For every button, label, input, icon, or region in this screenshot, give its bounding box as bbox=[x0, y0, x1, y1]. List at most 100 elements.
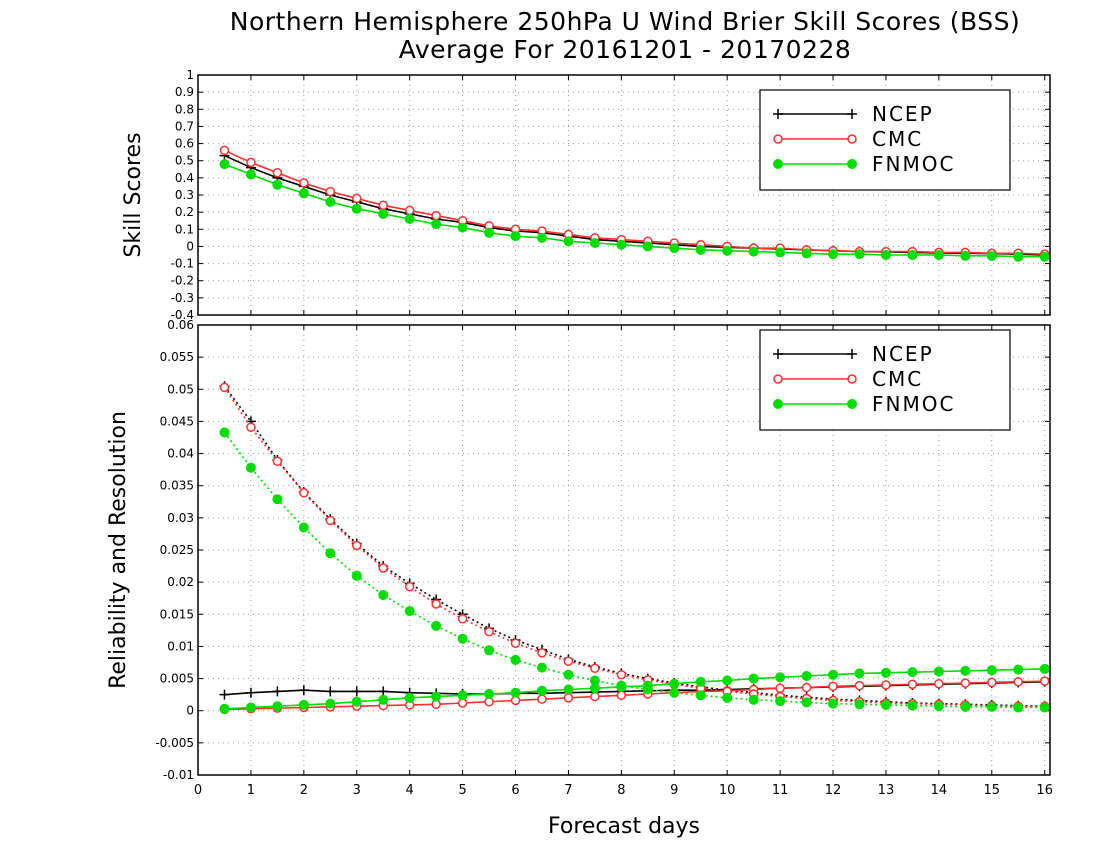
top-panel: -0.4 -0.3 -0.2 -0.1 0 0.1 0.2 0.3 0.4 0.5 0.6 0.7 0.… bbox=[121, 68, 1051, 322]
bot-series-fnmoc-solid-point bbox=[960, 665, 971, 676]
top-ytick-label: 0.6 bbox=[175, 137, 194, 151]
chart-title: Northern Hemisphere 250hPa U Wind Brier … bbox=[230, 7, 1020, 36]
bot-series-fnmoc-dotted-point bbox=[325, 548, 336, 559]
bot-series-cmc-solid-point bbox=[881, 680, 891, 690]
top-series-fnmoc-solid-point bbox=[510, 231, 521, 242]
xtick-label: 12 bbox=[825, 783, 842, 798]
bot-series-fnmoc-dotted-point bbox=[669, 687, 680, 698]
bot-series-fnmoc-solid-point bbox=[536, 685, 547, 696]
bot-series-fnmoc-dotted-point bbox=[298, 522, 309, 533]
bot-series-cmc-solid-point bbox=[537, 694, 547, 704]
bot-series-fnmoc-dotted-point bbox=[245, 462, 256, 473]
bot-series-fnmoc-dotted-point bbox=[854, 699, 865, 710]
xtick-label: 6 bbox=[511, 783, 519, 798]
bot-series-fnmoc-solid-point bbox=[510, 687, 521, 698]
bot-series-cmc-dotted-point bbox=[563, 656, 574, 666]
top-ytick-label: 0.8 bbox=[175, 102, 194, 116]
top-series-fnmoc-solid-point bbox=[298, 188, 309, 199]
bot-series-cmc-solid-point bbox=[616, 690, 627, 701]
bot-series-fnmoc-dotted-line bbox=[223, 431, 1045, 709]
bot-ytick-label: 0.045 bbox=[160, 414, 194, 428]
top-series-cmc-solid-point bbox=[325, 186, 336, 197]
bot-series-ncep-solid-point bbox=[378, 686, 389, 697]
xtick-label: 16 bbox=[1036, 783, 1053, 798]
bot-series-cmc-solid-point bbox=[1013, 677, 1023, 687]
bot-series-fnmoc-dotted-point bbox=[722, 692, 733, 703]
top-series-fnmoc-solid-point bbox=[245, 169, 256, 180]
top-series-fnmoc-solid-point bbox=[378, 208, 389, 219]
bot-series-cmc-solid-point bbox=[934, 678, 944, 689]
bot-series-fnmoc-dotted-point bbox=[536, 662, 547, 673]
bot-ytick-label: 0.015 bbox=[160, 607, 194, 621]
top-series-fnmoc-solid-point bbox=[828, 249, 839, 260]
bot-series-cmc-dotted-point bbox=[219, 382, 230, 393]
bot-series-cmc-dotted-point bbox=[537, 648, 547, 658]
bot-series-fnmoc-solid-point bbox=[484, 689, 495, 699]
bot-ytick-label: 0.04 bbox=[167, 447, 194, 461]
top-series-cmc-solid-point bbox=[272, 167, 283, 178]
bot-series-cmc-dotted-point bbox=[484, 626, 494, 637]
bot-legend-fnmoc-marker bbox=[773, 399, 783, 409]
top-legend-ncep-label: NCEP bbox=[872, 102, 934, 126]
top-series-cmc-solid-point bbox=[299, 178, 309, 188]
bot-series-fnmoc-solid-point bbox=[298, 699, 309, 710]
bot-ytick-label: 0.06 bbox=[167, 318, 194, 332]
bottom-panel: -0.01 -0.005 0 0.005 0.01 0.015 0.02 0.025 0.03 0… bbox=[106, 318, 1053, 839]
bot-series-cmc-dotted-point bbox=[590, 663, 600, 674]
bot-ytick-label: 0.01 bbox=[167, 639, 194, 653]
bot-series-cmc-solid-point bbox=[775, 683, 785, 693]
top-series-fnmoc-solid-point bbox=[457, 222, 468, 233]
bot-series-cmc-dotted bbox=[219, 382, 1050, 711]
bot-series-fnmoc-solid-point bbox=[431, 691, 442, 702]
top-legend-ncep-marker bbox=[847, 109, 857, 119]
top-series-fnmoc-solid-point bbox=[986, 250, 997, 261]
bot-series-ncep-solid-point bbox=[298, 685, 309, 696]
xtick-label: 8 bbox=[617, 783, 625, 798]
top-series-fnmoc-solid-point bbox=[219, 159, 230, 170]
top-ytick-label: 1 bbox=[186, 68, 194, 82]
bot-ytick-label: 0.005 bbox=[160, 672, 194, 686]
bot-series-fnmoc-dotted-point bbox=[431, 620, 442, 631]
bot-series-fnmoc-dotted-point bbox=[933, 701, 944, 712]
xtick-label: 3 bbox=[353, 783, 361, 798]
top-ytick-label: 0.2 bbox=[175, 205, 194, 219]
bot-series-cmc-solid-point bbox=[1039, 676, 1050, 686]
bot-series-cmc-dotted-line bbox=[223, 386, 1045, 708]
top-series-group bbox=[219, 145, 1050, 262]
bot-series-cmc-solid-point bbox=[590, 691, 600, 702]
bot-series-fnmoc-dotted-point bbox=[960, 701, 971, 712]
xtick-label: 1 bbox=[247, 783, 255, 798]
bot-series-fnmoc-dotted-point bbox=[880, 699, 891, 710]
top-series-fnmoc-solid-point bbox=[325, 196, 336, 207]
xtick-label: 13 bbox=[878, 783, 895, 798]
top-series-fnmoc-solid-point bbox=[1039, 251, 1050, 262]
bottom-y-axis-label: Reliability and Resolution bbox=[106, 411, 131, 689]
top-ytick-label: 0.3 bbox=[175, 188, 194, 202]
top-y-axis: -0.4 -0.3 -0.2 -0.1 0 0.1 0.2 0.3 0.4 0.5 0.6 0.7 0.… bbox=[171, 68, 1050, 322]
bot-series-fnmoc-solid-point bbox=[933, 666, 944, 677]
top-series-fnmoc-solid-point bbox=[775, 247, 786, 258]
bot-series-fnmoc-dotted-point bbox=[272, 494, 283, 505]
bot-ytick-label: 0.025 bbox=[160, 543, 194, 557]
top-legend-ncep-marker bbox=[773, 109, 783, 119]
top-series-fnmoc-solid-point bbox=[351, 203, 362, 214]
xtick-label: 2 bbox=[300, 783, 308, 798]
bot-series-fnmoc-solid-point bbox=[219, 703, 230, 714]
bot-ytick-label: 0.055 bbox=[160, 350, 194, 364]
bot-series-cmc-solid-point bbox=[801, 682, 812, 693]
bot-series-fnmoc-solid-point bbox=[986, 665, 997, 676]
top-series-fnmoc-solid-point bbox=[933, 250, 944, 260]
bot-series-ncep-solid-point bbox=[351, 686, 362, 697]
bot-series-fnmoc-solid-point bbox=[325, 698, 336, 709]
xtick-label: 10 bbox=[719, 783, 736, 798]
top-series-fnmoc-solid-point bbox=[589, 238, 600, 248]
bot-series-cmc-dotted-point bbox=[457, 614, 468, 624]
top-series-cmc-solid-point bbox=[431, 210, 441, 221]
top-series-fnmoc-solid-point bbox=[1013, 251, 1024, 262]
bottom-x-axis: 0 1 2 3 4 5 6 7 8 9 10 11 12 13 14 15 16 bbox=[194, 783, 1053, 798]
top-ytick-label: -0.4 bbox=[171, 308, 194, 322]
bot-series-fnmoc-solid-point bbox=[748, 673, 759, 684]
top-legend-fnmoc-marker bbox=[847, 159, 857, 169]
